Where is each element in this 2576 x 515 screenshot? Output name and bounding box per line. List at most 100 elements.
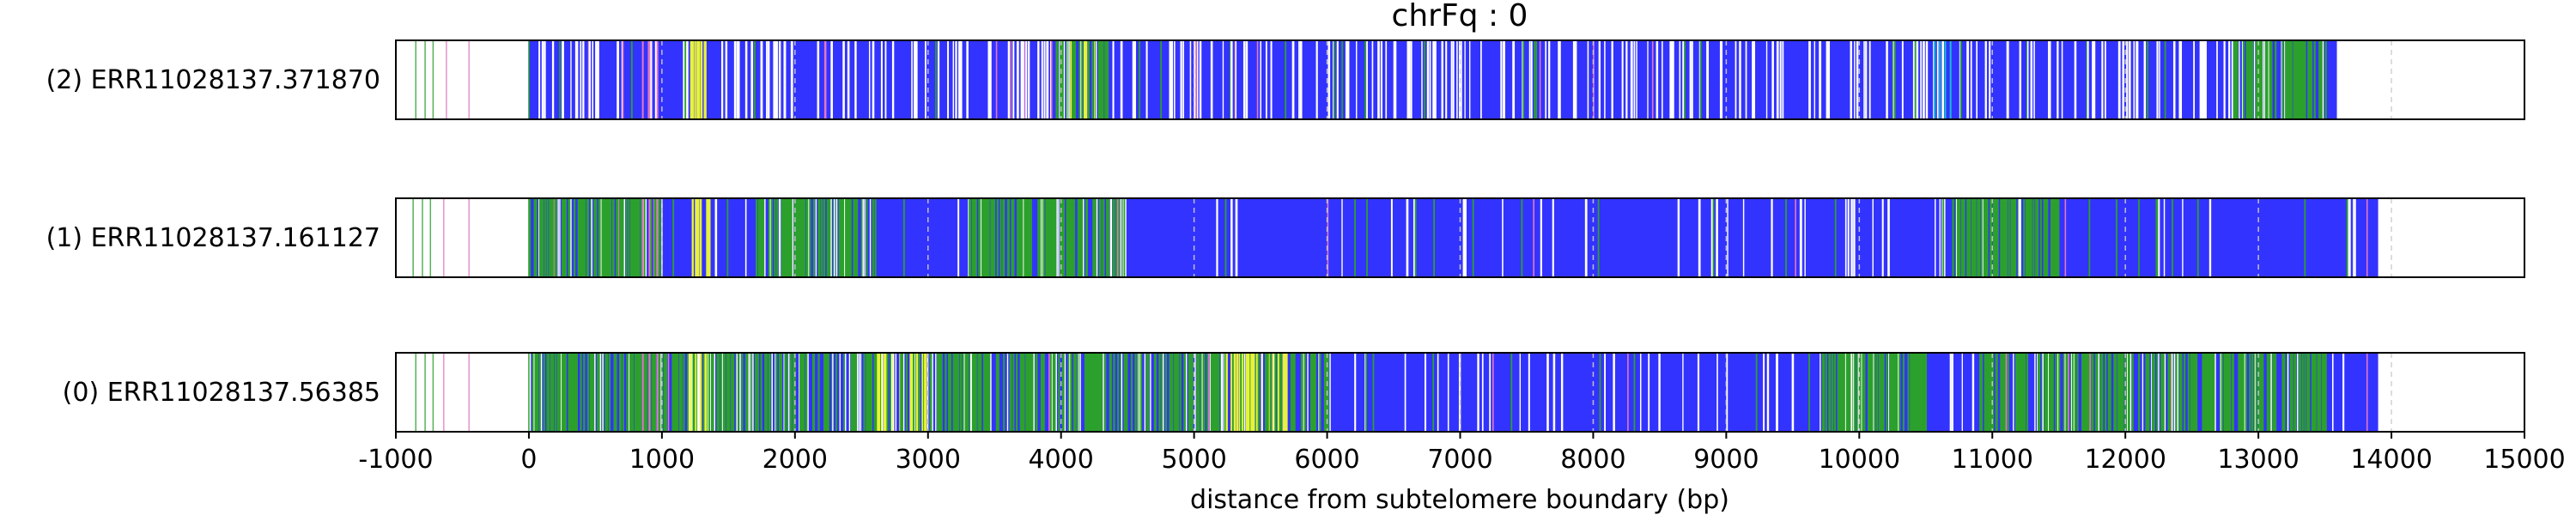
read-stripe (580, 40, 582, 119)
read-stripe (866, 198, 868, 277)
read-stripe (1347, 40, 1350, 119)
read-stripe (2120, 353, 2123, 432)
read-stripe (990, 40, 992, 119)
read-stripe (1225, 353, 1228, 432)
read-stripe (2304, 353, 2306, 432)
read-stripe (863, 353, 866, 432)
read-stripe (2291, 353, 2293, 432)
read-stripe (1100, 353, 1103, 432)
read-stripe (851, 353, 854, 432)
read-stripe (1079, 353, 1081, 432)
read-stripe (551, 198, 555, 277)
read-stripe (1819, 40, 1822, 119)
read-stripe (1584, 198, 1588, 277)
read-stripe (970, 353, 973, 432)
read-stripe (995, 353, 998, 432)
read-stripe (2228, 40, 2231, 119)
read-stripe (1500, 40, 1503, 119)
read-stripe (1779, 40, 1782, 119)
read-stripe (830, 198, 832, 277)
read-stripe (1868, 353, 1871, 432)
read-stripe (1113, 198, 1115, 277)
read-stripe (2030, 198, 2032, 277)
read-stripe (1785, 198, 1787, 277)
read-stripe (648, 40, 651, 119)
read-stripe (697, 353, 699, 432)
read-stripe (1194, 353, 1196, 432)
read-stripe (535, 353, 538, 432)
read-stripe (2297, 353, 2299, 432)
read-stripe (541, 198, 544, 277)
read-stripe (973, 198, 975, 277)
read-stripe (1245, 40, 1249, 119)
read-stripe (2055, 198, 2057, 277)
read-stripe (2301, 353, 2304, 432)
read-stripe (658, 198, 660, 277)
read-stripe (537, 353, 539, 432)
read-stripe (1058, 353, 1060, 432)
read-stripe (700, 40, 703, 119)
x-tick-label: 2000 (762, 445, 828, 475)
read-stripe (2319, 353, 2322, 432)
read-stripe (728, 353, 731, 432)
read-stripe (2299, 353, 2302, 432)
read-stripe (978, 353, 981, 432)
read-stripe (2240, 353, 2244, 432)
read-stripe (1197, 353, 1200, 432)
read-stripe (2241, 40, 2244, 119)
read-stripe (580, 353, 582, 432)
read-stripe (845, 353, 847, 432)
read-stripe (2064, 353, 2066, 432)
read-stripe (2076, 353, 2079, 432)
read-stripe (1179, 353, 1182, 432)
read-stripe (993, 198, 996, 277)
read-stripe (544, 198, 546, 277)
read-stripe (784, 198, 787, 277)
read-stripe (2150, 353, 2153, 432)
read-stripe (1414, 198, 1417, 277)
read-stripe (947, 353, 951, 432)
read-stripe (872, 40, 875, 119)
read-stripe (1026, 353, 1029, 432)
read-stripe (1844, 353, 1847, 432)
read-stripe (1776, 353, 1778, 432)
read-stripe (864, 198, 866, 277)
read-stripe (1941, 198, 1943, 277)
read-stripe (925, 353, 927, 432)
read-stripe (1180, 40, 1182, 119)
x-tick-label: 0 (520, 445, 537, 475)
read-stripe (570, 40, 572, 119)
read-stripe (766, 40, 768, 119)
read-stripe (975, 353, 977, 432)
read-stripe (856, 198, 859, 277)
read-stripe (1074, 353, 1078, 432)
read-stripe (945, 353, 947, 432)
read-stripe (1174, 40, 1176, 119)
read-stripe (1469, 40, 1471, 119)
read-stripe (1853, 353, 1855, 432)
read-stripe (1303, 353, 1306, 432)
read-stripe (2251, 353, 2254, 432)
read-stripe (696, 40, 699, 119)
read-stripe (800, 198, 803, 277)
read-stripe (543, 353, 545, 432)
read-stripe (1745, 40, 1747, 119)
read-stripe (2323, 353, 2325, 432)
read-stripe (1023, 198, 1024, 277)
read-stripe (1037, 198, 1040, 277)
read-stripe (2251, 40, 2254, 119)
read-stripe (2099, 353, 2102, 432)
read-stripe (2281, 40, 2284, 119)
read-stripe (2289, 353, 2292, 432)
read-stripe (982, 353, 986, 432)
read-stripe (630, 40, 633, 119)
read-stripe (609, 198, 612, 277)
read-stripe (1861, 353, 1862, 432)
read-stripe (1765, 40, 1768, 119)
read-stripe (1030, 198, 1032, 277)
read-stripe (656, 40, 659, 119)
read-stripe (2155, 198, 2158, 277)
read-stripe (2087, 353, 2089, 432)
read-stripe (1901, 40, 1904, 119)
read-stripe (839, 353, 841, 432)
